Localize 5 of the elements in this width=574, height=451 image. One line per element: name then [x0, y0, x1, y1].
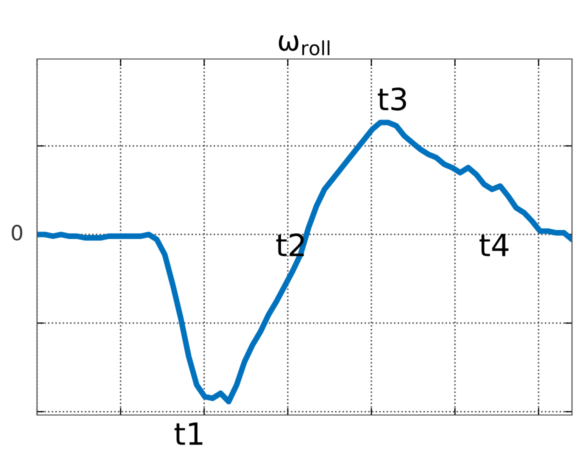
text: t3	[378, 87, 406, 111]
annotation: t4	[480, 234, 508, 256]
text: 0	[12, 224, 22, 241]
text: t1	[174, 422, 202, 445]
chart-title: ω$_{roll}$	[278, 35, 330, 56]
